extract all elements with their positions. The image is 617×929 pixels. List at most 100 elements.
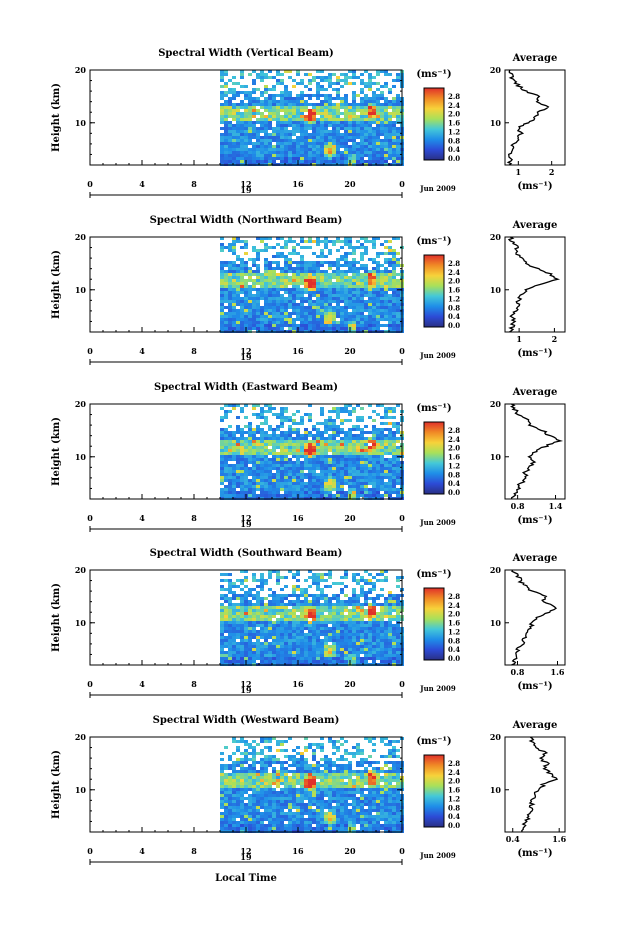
heatmap-cell (252, 431, 256, 434)
heatmap-cell (364, 151, 368, 154)
heatmap-cell (308, 612, 312, 615)
heatmap-cell (356, 428, 360, 431)
heatmap-cell (280, 315, 284, 318)
heatmap-cell (384, 82, 388, 85)
heatmap-cell (252, 458, 256, 461)
heatmap-cell (336, 491, 340, 494)
heatmap-cell (372, 654, 376, 657)
heatmap-cell (348, 612, 352, 615)
heatmap-cell (220, 482, 224, 485)
heatmap-cell (240, 452, 244, 455)
heatmap-cell (256, 443, 260, 446)
heatmap-cell (356, 648, 360, 651)
heatmap-cell (356, 434, 360, 437)
heatmap-cell (276, 300, 280, 303)
heatmap-cell (372, 431, 376, 434)
heatmap-cell (316, 576, 320, 579)
heatmap-cell (360, 627, 364, 630)
heatmap-cell (368, 579, 372, 582)
heatmap-cell (388, 321, 392, 324)
heatmap-cell (376, 648, 380, 651)
heatmap-cell (380, 270, 384, 273)
heatmap-cell (332, 97, 336, 100)
heatmap-cell (236, 264, 240, 267)
heatmap-cell (392, 112, 396, 115)
heatmap-cell (348, 157, 352, 160)
heatmap-cell (264, 633, 268, 636)
heatmap-cell (348, 115, 352, 118)
heatmap-cell (268, 618, 272, 621)
heatmap-cell (240, 91, 244, 94)
heatmap-cell (296, 597, 300, 600)
heatmap-cell (344, 157, 348, 160)
heatmap-cell (336, 79, 340, 82)
heatmap-cell (244, 657, 248, 660)
heatmap-cell (260, 288, 264, 291)
heatmap-cell (360, 264, 364, 267)
heatmap-cell (376, 82, 380, 85)
heatmap-cell (308, 594, 312, 597)
heatmap-cell (280, 476, 284, 479)
heatmap-cell (348, 261, 352, 264)
heatmap-cell (384, 630, 388, 633)
heatmap-cell (224, 612, 228, 615)
heatmap-cell (356, 246, 360, 249)
heatmap-cell (228, 291, 232, 294)
heatmap-cell (308, 154, 312, 157)
heatmap-cell (288, 106, 292, 109)
heatmap-cell (364, 648, 368, 651)
heatmap-cell (304, 148, 308, 151)
heatmap-cell (240, 600, 244, 603)
heatmap-cell (264, 282, 268, 285)
heatmap-cell (296, 642, 300, 645)
heatmap-cell (352, 118, 356, 121)
heatmap-cell (336, 582, 340, 585)
heatmap-cell (264, 157, 268, 160)
heatmap-cell (372, 437, 376, 440)
heatmap-cell (344, 609, 348, 612)
heatmap-cell (372, 142, 376, 145)
heatmap-cell (304, 458, 308, 461)
heatmap-cell (260, 279, 264, 282)
heatmap-cell (376, 94, 380, 97)
panel-4: Spectral Width (Southward Beam)1020Heigh… (51, 548, 566, 698)
heatmap-cell (332, 636, 336, 639)
heatmap-cell (292, 273, 296, 276)
heatmap-cell (284, 154, 288, 157)
heatmap-cell (364, 633, 368, 636)
heatmap-cell (348, 491, 352, 494)
heatmap-cell (244, 145, 248, 148)
heatmap-cell (352, 258, 356, 261)
heatmap-cell (272, 103, 276, 106)
heatmap-cell (272, 255, 276, 258)
heatmap-cell (364, 624, 368, 627)
heatmap-cell (252, 130, 256, 133)
heatmap-cell (256, 651, 260, 654)
heatmap-cell (256, 255, 260, 258)
heatmap-cell (388, 627, 392, 630)
heatmap-cell (344, 297, 348, 300)
heatmap-cell (244, 449, 248, 452)
heatmap-cell (264, 443, 268, 446)
heatmap-cell (268, 633, 272, 636)
heatmap-cell (276, 139, 280, 142)
heatmap-cell (388, 148, 392, 151)
heatmap-cell (304, 449, 308, 452)
heatmap-cell (268, 246, 272, 249)
heatmap-cell (276, 570, 280, 573)
heatmap-cell (320, 597, 324, 600)
heatmap-cell (380, 91, 384, 94)
heatmap-cell (296, 100, 300, 103)
heatmap-cell (224, 312, 228, 315)
heatmap-cell (256, 630, 260, 633)
heatmap-cell (248, 648, 252, 651)
heatmap-cell (260, 645, 264, 648)
heatmap-cell (352, 458, 356, 461)
heatmap-cell (264, 318, 268, 321)
heatmap-cell (356, 621, 360, 624)
heatmap-cell (320, 112, 324, 115)
heatmap-cell (304, 100, 308, 103)
heatmap-cell (264, 609, 268, 612)
heatmap-cell (312, 600, 316, 603)
heatmap-cell (392, 276, 396, 279)
